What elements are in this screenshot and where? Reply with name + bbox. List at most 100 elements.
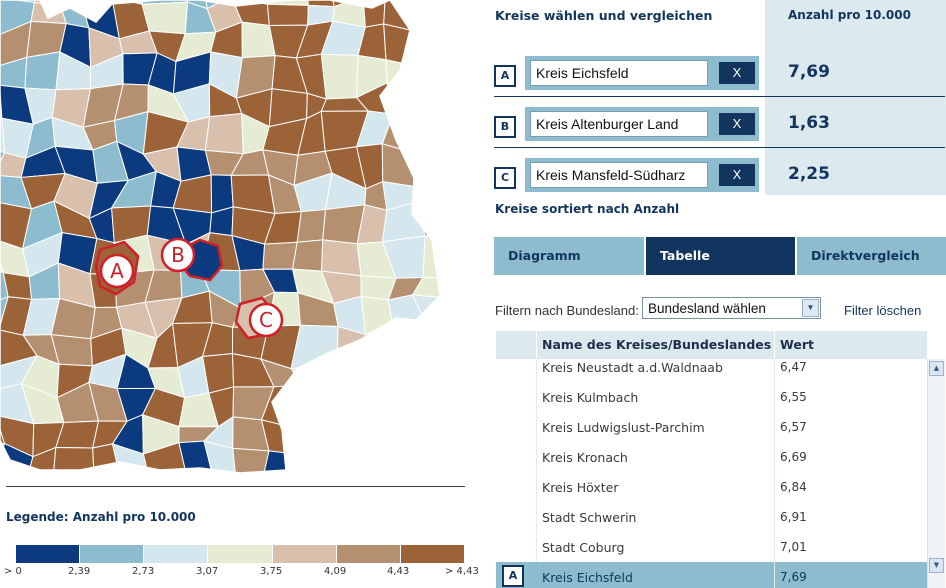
chevron-down-icon[interactable]: ▼ xyxy=(802,299,819,317)
tab-direktvergleich[interactable]: Direktvergleich xyxy=(797,237,946,275)
district-region[interactable] xyxy=(443,27,466,68)
district-region[interactable] xyxy=(414,173,448,207)
district-region[interactable] xyxy=(449,412,467,443)
district-region[interactable] xyxy=(385,59,425,95)
district-region[interactable] xyxy=(360,295,393,336)
district-region[interactable] xyxy=(80,0,128,3)
district-region[interactable] xyxy=(391,322,427,367)
remove-b-button[interactable]: X xyxy=(719,113,755,135)
table-row[interactable]: Stadt Schwerin 6,91 xyxy=(496,502,927,532)
district-region[interactable] xyxy=(445,231,466,278)
district-region[interactable] xyxy=(51,0,85,7)
district-region[interactable] xyxy=(381,389,427,422)
district-region[interactable] xyxy=(381,143,430,190)
district-region[interactable] xyxy=(445,354,466,394)
district-region[interactable] xyxy=(447,298,466,336)
district-region[interactable] xyxy=(417,66,451,95)
results-table[interactable]: Kreis Neustadt a.d.Waldnaab 6,47 Kreis Kul… xyxy=(496,359,927,588)
district-region[interactable] xyxy=(142,441,188,475)
district-region[interactable] xyxy=(449,64,466,95)
district-region[interactable] xyxy=(296,208,327,243)
district-region[interactable] xyxy=(445,0,466,2)
table-row[interactable]: Kreis Höxter 6,84 xyxy=(496,472,927,502)
district-region[interactable] xyxy=(333,362,367,393)
map-marker-a[interactable]: A xyxy=(99,253,135,289)
table-row[interactable]: A Kreis Eichsfeld 7,69 xyxy=(496,562,927,588)
district-region[interactable] xyxy=(30,1,67,25)
column-header-value[interactable]: Wert xyxy=(780,337,814,352)
table-row[interactable]: Stadt Coburg 7,01 xyxy=(496,532,927,562)
district-region[interactable] xyxy=(422,230,452,279)
district-region[interactable] xyxy=(412,322,453,368)
district-region[interactable] xyxy=(362,360,399,393)
tab-tabelle[interactable]: Tabelle xyxy=(646,237,795,275)
map-marker-b[interactable]: B xyxy=(160,237,196,273)
district-region[interactable] xyxy=(232,447,270,475)
district-region[interactable] xyxy=(266,3,309,27)
column-header-name[interactable]: Name des Kreises/Bundeslandes xyxy=(542,337,772,352)
district-region[interactable] xyxy=(322,380,365,426)
scroll-up-icon[interactable]: ▲ xyxy=(929,361,944,376)
district-region[interactable] xyxy=(320,53,359,100)
district-region[interactable] xyxy=(443,143,466,188)
district-region[interactable] xyxy=(294,453,333,475)
district-region[interactable] xyxy=(384,359,427,397)
district-region[interactable] xyxy=(423,89,455,118)
district-region[interactable] xyxy=(24,446,57,476)
district-region[interactable] xyxy=(350,389,387,427)
district-region[interactable] xyxy=(443,0,466,35)
scroll-down-icon[interactable]: ▼ xyxy=(929,558,944,573)
district-region[interactable] xyxy=(443,174,466,214)
district-region[interactable] xyxy=(358,442,394,475)
clear-filter-link[interactable]: Filter löschen xyxy=(844,303,922,318)
compare-input-c[interactable]: Kreis Mansfeld-Südharz xyxy=(530,162,708,188)
tab-diagramm[interactable]: Diagramm xyxy=(494,237,644,275)
district-region[interactable] xyxy=(294,416,331,456)
district-region[interactable] xyxy=(448,206,466,237)
district-region[interactable] xyxy=(411,110,455,154)
district-region[interactable] xyxy=(383,442,425,475)
district-region[interactable] xyxy=(292,239,324,272)
district-region[interactable] xyxy=(294,380,335,429)
district-region[interactable] xyxy=(350,412,394,454)
table-row[interactable]: Kreis Kronach 6,69 xyxy=(496,442,927,472)
district-region[interactable] xyxy=(417,25,449,68)
district-region[interactable] xyxy=(24,51,61,91)
district-region[interactable] xyxy=(322,416,370,456)
district-region[interactable] xyxy=(381,412,424,454)
district-region[interactable] xyxy=(420,1,444,35)
district-region[interactable] xyxy=(412,352,458,397)
table-row[interactable]: Kreis Ludwigslust-Parchim 6,57 xyxy=(496,412,927,442)
district-region[interactable] xyxy=(329,442,370,475)
map-marker-c[interactable]: C xyxy=(248,302,284,338)
bundesland-select[interactable]: Bundesland wählen ▼ xyxy=(642,297,821,319)
district-region[interactable] xyxy=(51,446,96,476)
remove-c-button[interactable]: X xyxy=(719,164,755,186)
district-region[interactable] xyxy=(445,324,466,357)
district-region[interactable] xyxy=(412,142,447,190)
district-region[interactable] xyxy=(418,381,459,422)
table-row[interactable]: Kreis Neustadt a.d.Waldnaab 6,47 xyxy=(496,359,927,382)
district-region[interactable] xyxy=(262,241,298,270)
choropleth-map[interactable]: A B C xyxy=(0,0,466,475)
table-scrollbar[interactable]: ▲ ▼ xyxy=(927,359,945,588)
remove-a-button[interactable]: X xyxy=(719,62,755,84)
district-region[interactable] xyxy=(451,90,466,127)
compare-input-b[interactable]: Kreis Altenburger Land xyxy=(530,111,708,137)
district-region[interactable] xyxy=(204,113,244,155)
district-region[interactable] xyxy=(416,0,453,6)
compare-input-a[interactable]: Kreis Eichsfeld xyxy=(530,60,708,86)
district-region[interactable] xyxy=(446,117,466,158)
district-region[interactable] xyxy=(418,411,456,444)
table-row[interactable]: Kreis Kulmbach 6,55 xyxy=(496,382,927,412)
district-region[interactable] xyxy=(449,443,467,475)
district-region[interactable] xyxy=(445,267,466,301)
district-region[interactable] xyxy=(2,271,33,300)
district-region[interactable] xyxy=(210,174,234,214)
district-region[interactable] xyxy=(141,1,189,35)
district-region[interactable] xyxy=(320,239,362,277)
district-region[interactable] xyxy=(456,383,466,425)
map-svg[interactable]: A B C xyxy=(0,0,466,475)
district-region[interactable] xyxy=(386,82,430,115)
district-region[interactable] xyxy=(422,442,451,475)
